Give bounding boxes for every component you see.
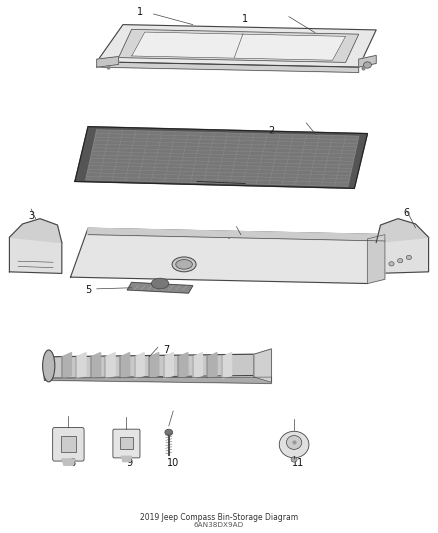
Text: 2019 Jeep Compass Bin-Storage Diagram: 2019 Jeep Compass Bin-Storage Diagram	[140, 513, 298, 522]
Text: 1: 1	[138, 7, 144, 17]
Polygon shape	[91, 353, 101, 378]
Bar	[120, 437, 133, 449]
Polygon shape	[376, 227, 428, 273]
Polygon shape	[71, 228, 385, 284]
Ellipse shape	[165, 429, 173, 435]
Text: 4: 4	[225, 231, 231, 241]
Polygon shape	[62, 459, 75, 465]
Text: 1: 1	[242, 14, 248, 25]
Text: 11: 11	[291, 458, 304, 468]
Text: 8: 8	[70, 458, 76, 468]
Ellipse shape	[176, 260, 192, 269]
Ellipse shape	[389, 262, 394, 266]
FancyBboxPatch shape	[113, 429, 140, 458]
Polygon shape	[86, 130, 359, 186]
Polygon shape	[367, 235, 385, 284]
Polygon shape	[164, 353, 173, 378]
Text: 3: 3	[28, 211, 34, 221]
Ellipse shape	[279, 431, 309, 458]
Polygon shape	[106, 353, 115, 378]
Ellipse shape	[364, 62, 371, 68]
Polygon shape	[10, 219, 62, 243]
Text: 10: 10	[167, 458, 179, 468]
Text: 6: 6	[404, 208, 410, 219]
Ellipse shape	[286, 435, 302, 449]
Bar	[60, 435, 76, 451]
Polygon shape	[359, 55, 376, 67]
Ellipse shape	[406, 255, 412, 260]
Text: 7: 7	[163, 345, 170, 356]
Polygon shape	[97, 62, 359, 72]
Text: 6AN38DX9AD: 6AN38DX9AD	[194, 522, 244, 528]
Polygon shape	[120, 353, 130, 378]
Polygon shape	[44, 354, 254, 378]
Polygon shape	[127, 282, 193, 293]
Polygon shape	[149, 353, 159, 378]
Ellipse shape	[151, 278, 169, 289]
Polygon shape	[62, 353, 71, 378]
Ellipse shape	[42, 350, 55, 382]
Polygon shape	[10, 227, 62, 273]
Text: 9: 9	[127, 458, 133, 468]
Polygon shape	[119, 29, 359, 62]
Ellipse shape	[398, 259, 403, 263]
Polygon shape	[44, 377, 272, 383]
Ellipse shape	[172, 257, 196, 272]
Polygon shape	[76, 353, 86, 378]
Polygon shape	[193, 353, 202, 378]
Polygon shape	[121, 456, 132, 462]
Polygon shape	[132, 32, 346, 60]
Ellipse shape	[291, 457, 297, 462]
Polygon shape	[134, 353, 144, 378]
Polygon shape	[97, 25, 376, 67]
Polygon shape	[97, 56, 119, 67]
Polygon shape	[376, 219, 428, 243]
Polygon shape	[254, 349, 272, 382]
Polygon shape	[207, 353, 217, 378]
Polygon shape	[222, 353, 232, 378]
Text: 2: 2	[268, 126, 275, 136]
Polygon shape	[88, 228, 385, 241]
Polygon shape	[178, 353, 188, 378]
FancyBboxPatch shape	[53, 427, 84, 461]
Polygon shape	[75, 127, 367, 188]
Text: 5: 5	[85, 286, 91, 295]
